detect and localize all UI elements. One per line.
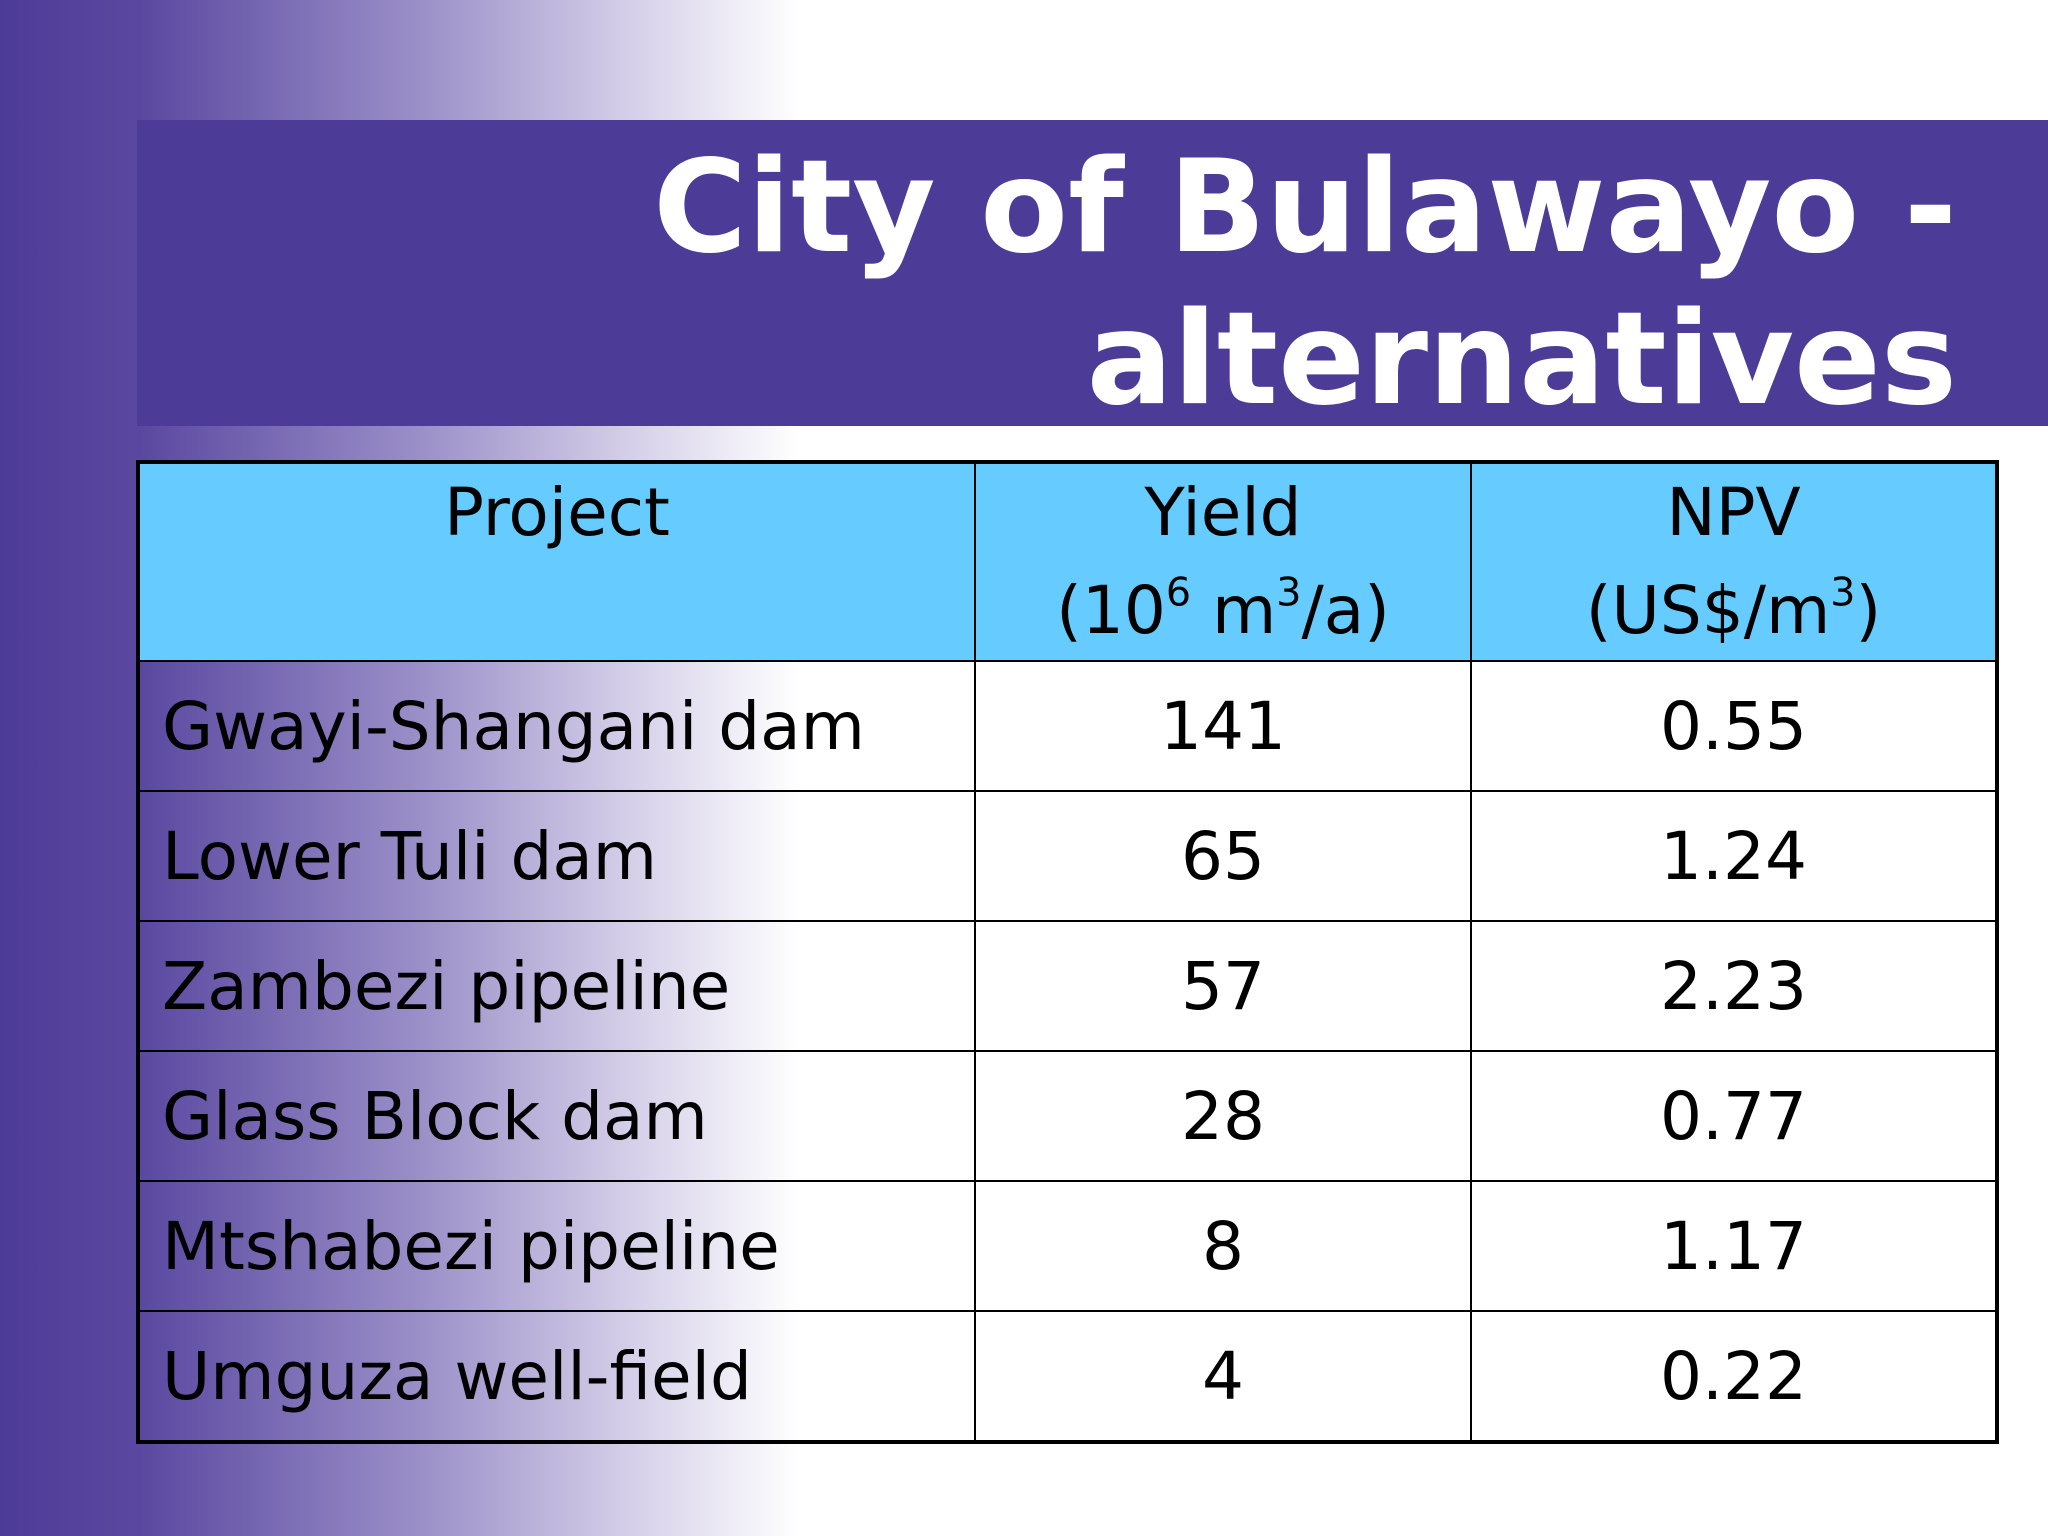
header-yield: Yield (106 m3/a) [974, 461, 1472, 662]
project-name: Glass Block dam [137, 1050, 976, 1182]
npv-value: 1.24 [1470, 790, 1998, 922]
npv-value: 0.55 [1470, 660, 1998, 792]
npv-value: 2.23 [1470, 920, 1998, 1052]
yield-value: 4 [974, 1310, 1472, 1443]
project-name: Mtshabezi pipeline [137, 1180, 976, 1312]
npv-value: 1.17 [1470, 1180, 1998, 1312]
table-header-row: Project Yield (106 m3/a) NPV (US$/m3) [137, 461, 1998, 662]
project-name: Gwayi-Shangani dam [137, 660, 976, 792]
table-row: Zambezi pipeline 57 2.23 [137, 920, 1998, 1052]
npv-value: 0.77 [1470, 1050, 1998, 1182]
table-row: Glass Block dam 28 0.77 [137, 1050, 1998, 1182]
npv-value: 0.22 [1470, 1310, 1998, 1443]
project-name: Lower Tuli dam [137, 790, 976, 922]
header-project-label: Project [444, 474, 670, 551]
table-row: Umguza well-field 4 0.22 [137, 1310, 1998, 1443]
slide-title: City of Bulawayo - alternatives [653, 132, 1957, 436]
table-row: Gwayi-Shangani dam 141 0.55 [137, 660, 1998, 792]
table-row: Mtshabezi pipeline 8 1.17 [137, 1180, 1998, 1312]
header-yield-unit: (106 m3/a) [1056, 569, 1390, 649]
header-npv: NPV (US$/m3) [1470, 461, 1998, 662]
project-name: Umguza well-field [137, 1310, 976, 1443]
header-yield-label: Yield [1144, 474, 1302, 551]
alternatives-table: Project Yield (106 m3/a) NPV (US$/m3) Gw… [136, 460, 1999, 1444]
title-band [137, 120, 2048, 426]
header-npv-label: NPV [1666, 474, 1801, 551]
yield-value: 57 [974, 920, 1472, 1052]
table-row: Lower Tuli dam 65 1.24 [137, 790, 1998, 922]
slide-title-line-2: alternatives [1086, 285, 1957, 434]
yield-value: 8 [974, 1180, 1472, 1312]
project-name: Zambezi pipeline [137, 920, 976, 1052]
header-project: Project [137, 461, 976, 662]
yield-value: 65 [974, 790, 1472, 922]
yield-value: 141 [974, 660, 1472, 792]
header-npv-unit: (US$/m3) [1585, 569, 1882, 649]
yield-value: 28 [974, 1050, 1472, 1182]
slide-title-line-1: City of Bulawayo - [653, 133, 1957, 282]
